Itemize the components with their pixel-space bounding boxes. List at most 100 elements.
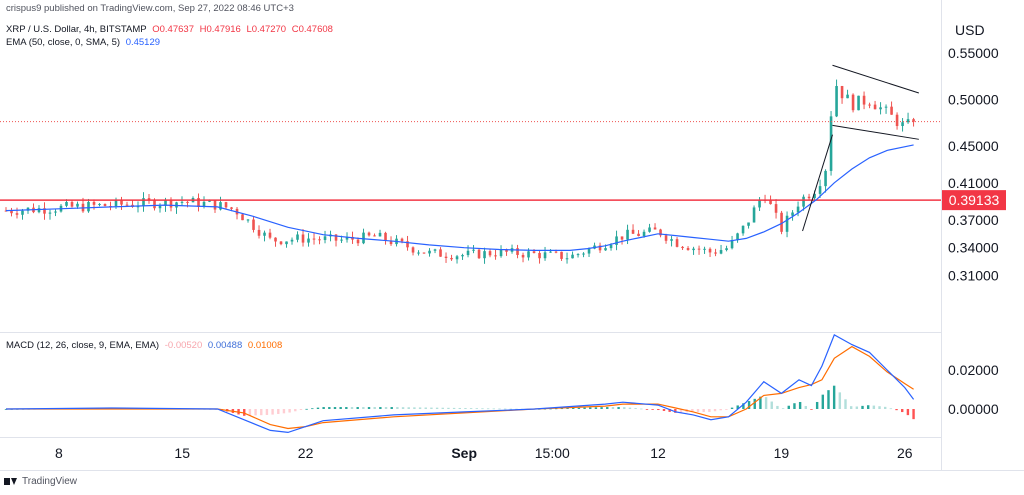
candle-body	[274, 237, 277, 242]
macd-histogram-bar	[747, 401, 751, 409]
candle-body	[560, 251, 563, 259]
macd-histogram-bar	[555, 408, 558, 410]
macd-histogram-bar	[583, 407, 586, 409]
candle-body	[406, 241, 409, 248]
candle-body	[340, 239, 343, 241]
macd-histogram-bar	[679, 409, 683, 413]
candle-body	[890, 106, 893, 115]
macd-histogram-bar	[503, 408, 507, 410]
candle-body	[598, 245, 602, 251]
candle-body	[554, 251, 558, 253]
macd-histogram-bar	[662, 409, 666, 411]
symbol-legend: XRP / U.S. Dollar, 4h, BITSTAMP O0.47637…	[6, 24, 336, 35]
candle-body	[307, 238, 310, 243]
macd-histogram-bar	[271, 409, 274, 415]
macd-histogram-bar	[759, 396, 762, 409]
macd-histogram-bar	[651, 409, 654, 410]
candle-body	[615, 236, 618, 245]
candle-body	[494, 255, 497, 257]
candle-body	[499, 249, 503, 257]
candle-body	[912, 119, 915, 122]
candle-body	[213, 200, 217, 210]
macd-histogram-bar	[572, 407, 575, 409]
macd-histogram-bar	[668, 409, 671, 412]
candle-body	[411, 247, 415, 253]
macd-histogram-bar	[844, 399, 847, 409]
macd-histogram-bar	[288, 409, 291, 413]
candle-body	[488, 251, 492, 256]
macd-histogram-bar	[560, 408, 564, 410]
candle-body	[736, 233, 739, 241]
candle-body	[125, 204, 129, 206]
candle-body	[400, 238, 404, 242]
macd-histogram-bar	[628, 407, 632, 409]
macd-histogram-bar	[418, 407, 422, 409]
candle-body	[208, 200, 211, 202]
candle-body	[675, 239, 679, 247]
candle-body	[565, 258, 569, 260]
macd-tick-label: 0.02000	[948, 362, 999, 378]
macd-histogram-bar	[821, 394, 825, 409]
macd-histogram-bar	[413, 407, 416, 409]
candle-body	[505, 249, 508, 252]
macd-histogram-bar	[345, 407, 348, 409]
candle-body	[224, 202, 228, 208]
candle-body	[65, 201, 68, 206]
candle-body	[345, 236, 349, 240]
candle-body	[252, 219, 255, 230]
candle-body	[285, 241, 288, 245]
macd-histogram-bar	[901, 409, 904, 413]
macd-histogram-bar	[912, 409, 915, 420]
macd-histogram-bar	[889, 408, 893, 410]
macd-histogram-bar	[832, 385, 836, 409]
macd-hist-value: -0.00520	[164, 340, 203, 351]
macd-histogram-bar	[282, 409, 286, 414]
candles	[4, 79, 915, 264]
grid-lines	[0, 0, 1024, 471]
macd-histogram-bar	[577, 407, 581, 409]
candle-body	[428, 250, 431, 254]
time-tick-label: 19	[774, 445, 790, 461]
candle-body	[879, 107, 882, 110]
indicator-lines	[0, 64, 941, 434]
open-value: O0.47637	[152, 24, 194, 35]
macd-histogram-bar	[339, 407, 342, 409]
high-value: H0.47916	[199, 24, 241, 35]
low-value: L0.47270	[246, 24, 287, 35]
macd-histogram-bar	[469, 408, 473, 409]
macd-histogram-bar	[254, 409, 257, 416]
candle-body	[747, 222, 750, 226]
flag-lower-trendline	[832, 124, 919, 140]
macd-histogram-bar	[481, 408, 484, 410]
candle-body	[730, 240, 734, 249]
candle-body	[98, 203, 101, 205]
flag-pole-trendline	[802, 134, 833, 232]
currency-label: USD	[955, 22, 985, 38]
macd-histogram-bar	[265, 409, 269, 415]
price-tick-label: 0.34000	[948, 240, 999, 256]
candle-body	[692, 248, 695, 251]
candle-body	[103, 203, 107, 206]
candle-body	[703, 248, 706, 250]
candle-body	[455, 256, 459, 260]
macd-histogram-bar	[475, 408, 478, 409]
candle-body	[681, 246, 684, 249]
macd-histogram-bar	[872, 405, 876, 409]
tradingview-footer[interactable]: TradingView	[4, 476, 77, 487]
candle-body	[824, 170, 827, 187]
candle-body	[114, 199, 118, 207]
macd-histogram-bar	[906, 409, 910, 416]
close-value: C0.47608	[291, 24, 333, 35]
candle-body	[741, 225, 745, 234]
candle-body	[846, 94, 849, 99]
candle-body	[802, 196, 805, 207]
candle-body	[54, 211, 57, 213]
candle-body	[538, 252, 541, 259]
candle-body	[582, 253, 585, 255]
macd-histogram-bar	[702, 409, 705, 412]
candle-body	[862, 95, 866, 105]
candle-body	[15, 213, 19, 215]
macd-histogram-bar	[623, 407, 626, 409]
time-tick-label: 12	[650, 445, 666, 461]
